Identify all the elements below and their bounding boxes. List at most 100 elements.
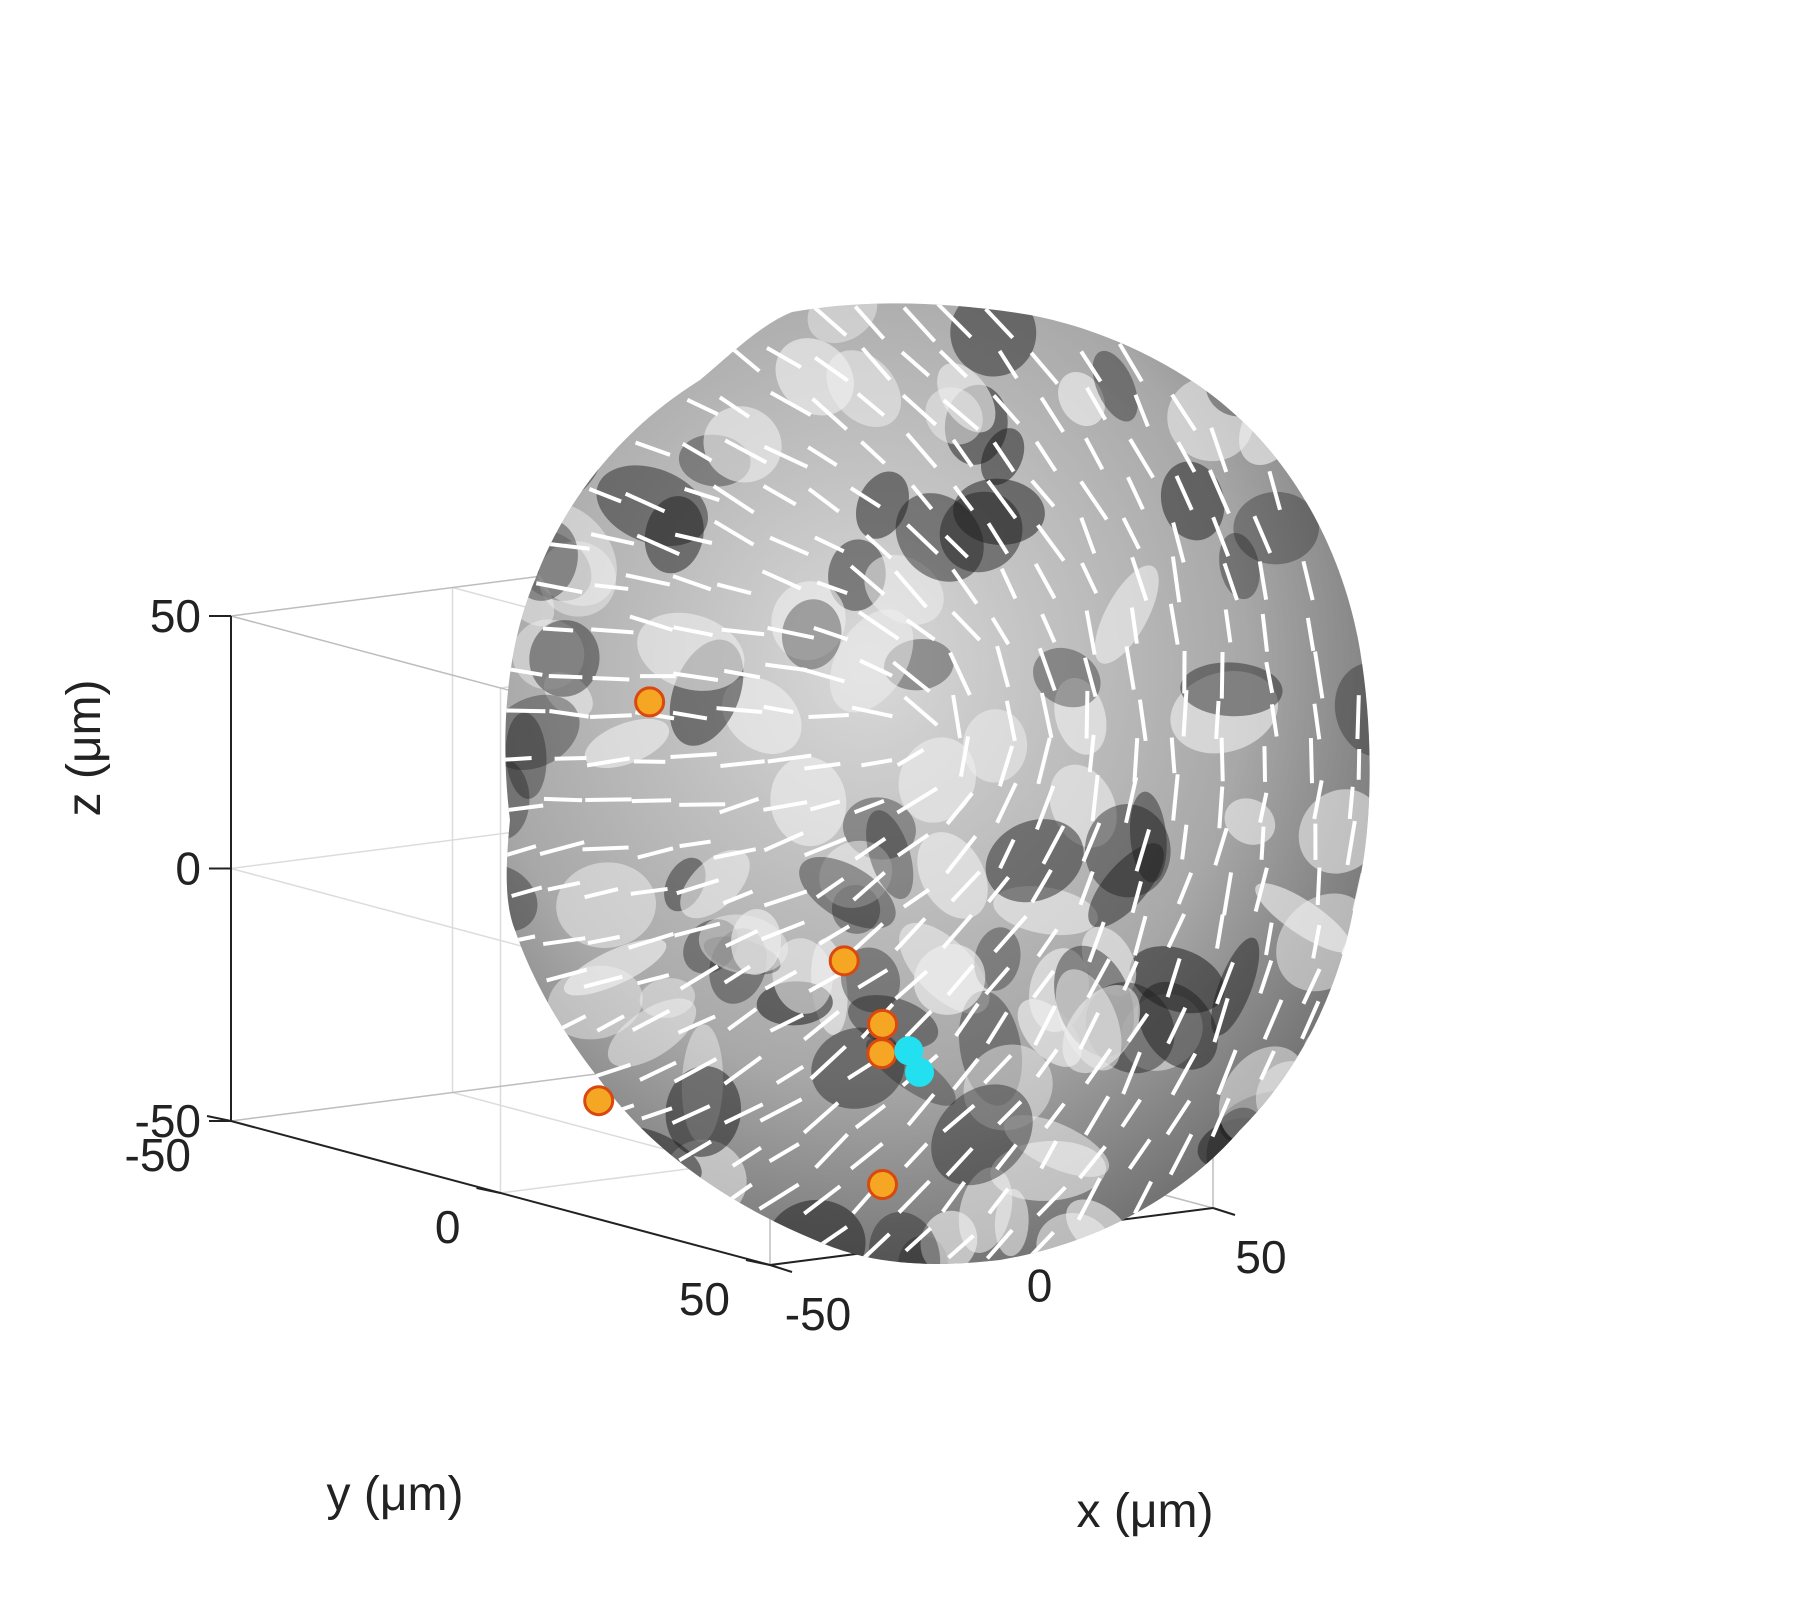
director-segment <box>723 668 761 680</box>
director-segment <box>813 535 845 554</box>
director-segment <box>851 705 893 719</box>
defect-marker-orange <box>866 1038 898 1070</box>
director-segment <box>683 487 720 502</box>
director-segment <box>768 1142 800 1163</box>
director-segment <box>1308 737 1315 784</box>
director-segment <box>763 704 794 715</box>
director-segment <box>596 1014 625 1033</box>
director-segment <box>729 345 761 373</box>
director-segment <box>1165 1099 1192 1136</box>
director-segment <box>594 583 629 591</box>
director-segment <box>892 660 931 694</box>
y-tick-label: 50 <box>679 1273 730 1325</box>
director-segment <box>674 921 721 938</box>
director-segment <box>633 759 666 764</box>
director-segment <box>679 839 711 849</box>
director-segment <box>631 1009 671 1032</box>
director-segment <box>775 1065 805 1085</box>
director-segment <box>951 438 974 468</box>
director-segment <box>1262 746 1268 782</box>
director-segment <box>992 441 1016 473</box>
director-segment <box>1079 516 1097 555</box>
director-segment <box>811 304 848 337</box>
director-segment <box>995 782 1018 824</box>
cell-highlight <box>917 832 988 919</box>
director-segment <box>1004 700 1017 742</box>
cell-shadow <box>1084 804 1171 898</box>
director-segment <box>1170 1052 1198 1096</box>
director-segment <box>985 1011 1009 1045</box>
director-segment <box>723 964 752 985</box>
cell-highlight <box>771 581 846 661</box>
cell-shadow <box>958 990 1023 1106</box>
director-segment <box>807 445 838 467</box>
director-segment <box>906 523 939 555</box>
director-segment <box>718 796 760 815</box>
director-segment <box>1300 1000 1321 1040</box>
cell-shadow <box>1088 843 1164 928</box>
director-segment <box>1356 748 1362 780</box>
director-segment <box>1030 479 1056 508</box>
director-segment <box>859 658 893 678</box>
director-segment <box>1311 924 1322 959</box>
director-segment <box>1122 960 1139 991</box>
director-segment <box>1076 1177 1102 1221</box>
director-segment <box>1044 1102 1066 1130</box>
director-segment <box>1174 475 1194 511</box>
defect-marker-orange <box>583 1085 615 1117</box>
director-segment <box>894 969 929 1001</box>
cell-highlight <box>637 612 745 691</box>
director-segment <box>1127 1138 1152 1170</box>
director-segment <box>769 535 810 557</box>
director-segment <box>1305 617 1316 652</box>
director-segment <box>992 394 1021 425</box>
director-segment <box>859 440 886 465</box>
director-segment <box>993 914 1028 954</box>
director-segment <box>686 398 719 417</box>
cell-shadow <box>799 856 896 929</box>
director-segment <box>1085 386 1108 421</box>
cell-highlight <box>680 849 750 919</box>
director-segment <box>857 968 889 990</box>
director-segment <box>1133 915 1148 956</box>
director-segment <box>1347 786 1355 820</box>
cell-highlight <box>1273 1147 1332 1215</box>
director-segment <box>1126 1012 1150 1043</box>
cell-shadow <box>505 1044 555 1131</box>
director-segment <box>723 1102 764 1125</box>
director-segment <box>767 625 815 640</box>
cell-highlight <box>607 998 697 1067</box>
director-segment <box>802 1010 840 1042</box>
director-segment <box>630 886 668 896</box>
director-segment <box>849 564 886 596</box>
director-segment <box>1253 867 1269 912</box>
y-axis-label: y (μm) <box>327 1468 464 1521</box>
cell-highlight <box>543 671 593 718</box>
director-segment <box>1355 695 1361 740</box>
director-segment <box>1313 651 1325 699</box>
director-segment <box>1124 777 1139 824</box>
cell-highlight <box>807 303 878 344</box>
director-segment <box>860 1232 891 1262</box>
director-segment <box>1084 437 1105 471</box>
director-segment <box>1086 958 1111 999</box>
director-segment <box>1078 1145 1107 1180</box>
cell-shadow <box>985 819 1084 903</box>
director-segment <box>854 836 887 861</box>
director-segment <box>505 755 532 763</box>
director-segment <box>713 519 755 547</box>
director-segment <box>1166 913 1187 949</box>
director-segment <box>1312 780 1324 820</box>
director-segment <box>896 833 930 858</box>
director-segment <box>997 745 1015 787</box>
director-segment <box>1039 1140 1058 1170</box>
director-segment <box>894 917 927 952</box>
director-segment <box>902 306 937 343</box>
director-segment <box>945 791 974 826</box>
cell-highlight <box>552 308 624 380</box>
director-segment <box>808 712 849 719</box>
director-segment <box>1213 827 1229 866</box>
x-tick <box>769 1264 793 1273</box>
director-segment <box>1126 476 1145 511</box>
director-segment <box>1168 603 1180 645</box>
